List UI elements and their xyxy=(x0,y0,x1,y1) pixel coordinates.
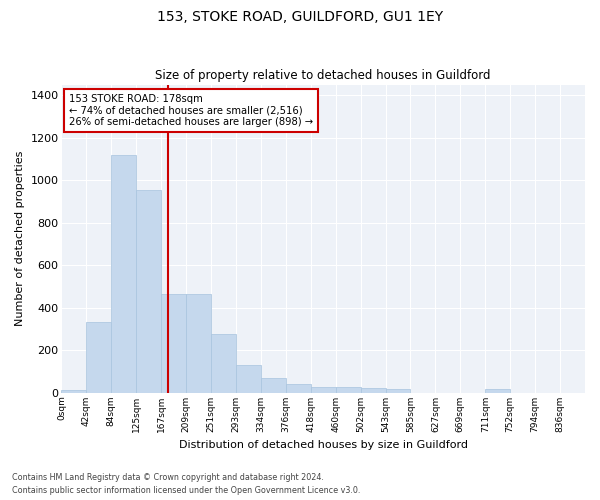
Bar xyxy=(335,387,361,392)
Bar xyxy=(485,390,510,392)
Title: Size of property relative to detached houses in Guildford: Size of property relative to detached ho… xyxy=(155,69,491,82)
Bar xyxy=(161,294,186,392)
Bar xyxy=(286,384,311,392)
Bar xyxy=(86,322,112,392)
Bar xyxy=(211,334,236,392)
Bar xyxy=(361,388,386,392)
Bar xyxy=(236,365,261,392)
Bar xyxy=(136,190,161,392)
Bar xyxy=(112,154,136,392)
Bar xyxy=(186,294,211,392)
Y-axis label: Number of detached properties: Number of detached properties xyxy=(15,151,25,326)
Bar xyxy=(311,387,335,392)
Bar xyxy=(261,378,286,392)
Text: 153 STOKE ROAD: 178sqm
← 74% of detached houses are smaller (2,516)
26% of semi-: 153 STOKE ROAD: 178sqm ← 74% of detached… xyxy=(70,94,313,127)
Bar xyxy=(61,390,86,392)
X-axis label: Distribution of detached houses by size in Guildford: Distribution of detached houses by size … xyxy=(179,440,468,450)
Text: Contains HM Land Registry data © Crown copyright and database right 2024.: Contains HM Land Registry data © Crown c… xyxy=(12,474,324,482)
Text: Contains public sector information licensed under the Open Government Licence v3: Contains public sector information licen… xyxy=(12,486,361,495)
Text: 153, STOKE ROAD, GUILDFORD, GU1 1EY: 153, STOKE ROAD, GUILDFORD, GU1 1EY xyxy=(157,10,443,24)
Bar xyxy=(386,390,410,392)
